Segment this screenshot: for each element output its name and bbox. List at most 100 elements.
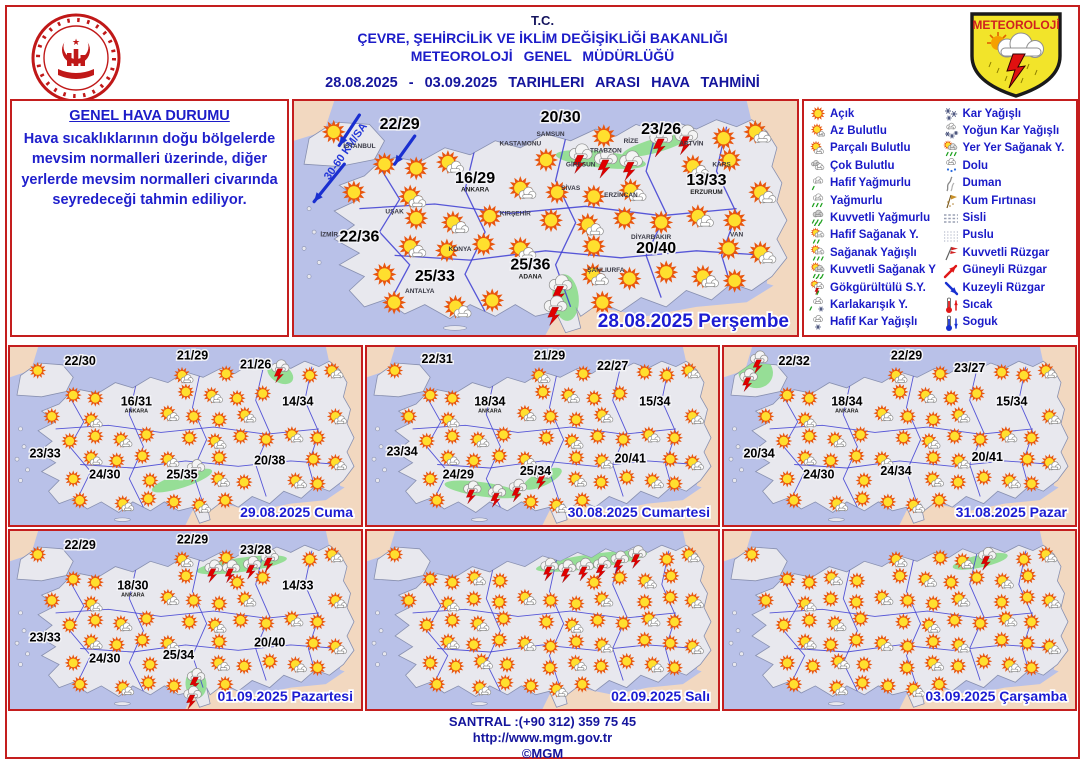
city-label: ANTALYA [405,288,435,295]
sun-icon [1023,429,1040,447]
smoke-icon [942,175,960,192]
thunderstorm-icon [260,548,279,573]
sun-icon [666,613,683,631]
badge-title: METEOROLOJİ [972,17,1059,32]
sun-cloud-icon [159,404,180,422]
sun-cloud-icon [159,450,180,468]
sun-icon [404,206,429,231]
sun-icon [612,206,637,231]
sun-cloud-icon [516,588,537,606]
fog-icon [942,209,960,226]
legend-item: Duman [942,175,1075,192]
sun-icon [618,652,636,670]
sandstorm-icon [942,192,960,209]
sun-cloud-icon [112,430,133,448]
sun-cloud-icon [159,634,180,652]
sun-icon [716,236,741,261]
temp-label: 23/26 [641,121,681,138]
city-label: ŞANLIURFA [587,267,625,274]
sun-cloud-icon [443,294,472,319]
sun-cloud-icon [516,404,537,422]
sun-icon [304,450,322,468]
sun-cloud-icon [516,634,537,652]
temp-label: 24/30 [89,652,120,666]
website-link[interactable]: http://www.mgm.gov.tr [472,729,613,745]
sun-icon [589,427,607,445]
sun-icon [309,429,326,447]
sun-icon [496,674,514,692]
sun-cloud-icon [210,654,230,672]
city-label: RİZE [624,137,639,145]
sun-icon [1019,567,1037,585]
sun-icon [537,429,555,447]
sun-icon [924,449,942,466]
ministry-title: ÇEVRE, ŞEHİRCİLİK VE İKLİM DEĞİŞİKLİĞİ B… [357,30,728,46]
sun-icon [717,148,742,172]
temp-label: 18/30 [117,579,148,593]
sun-icon [138,610,155,628]
sun-cloud-icon [439,595,460,613]
phone-line: SANTRAL :(+90 312) 359 75 45 [448,714,637,729]
city-label: ERZURUM [690,189,723,196]
sun-icon [185,407,203,425]
sun-icon [778,386,796,404]
temp-label: 20/40 [254,636,285,650]
sun-cloud-icon [1040,637,1061,655]
city-label: SİVAS [561,184,581,192]
sun-cloud-icon [398,184,427,209]
sun-icon [71,491,89,509]
forecast-date-range-title: 28.08.2025 - 03.09.2025 TARIHLERI ARASI … [325,75,760,91]
sun-icon [848,572,866,590]
temp-label: 16/29 [455,170,495,187]
sun-cloud-icon [743,119,772,144]
sun-icon [185,591,203,609]
legend-item: Gökgürültülü S.Y. [809,279,942,296]
sun-cloud-icon [643,472,664,489]
sun-icon [778,570,796,588]
city-label: TRABZON [590,147,622,154]
sun-icon [775,432,793,450]
sun-icon [1018,634,1036,652]
south-wind-icon [942,262,960,279]
sun-cloud-icon [887,550,908,568]
sleet-icon [809,296,827,313]
sun-icon [636,631,654,649]
sun-icon [372,262,397,287]
sun-icon [210,633,228,650]
sun-icon [899,637,917,655]
sun-icon [592,657,610,675]
sun-icon [216,675,234,693]
legend-item: Kuvvetli Sağanak Y [809,261,942,281]
legend-item-label: Çok Bulutlu [830,159,895,172]
legend-item-label: Yoğun Kar Yağışlı [962,124,1060,137]
temp-label: 23/27 [954,361,985,375]
sun-icon [64,470,82,488]
sun-icon [898,659,916,677]
sun-icon [891,383,909,401]
sun-icon [228,573,246,591]
thunderstorm-icon [575,557,594,581]
crescent-star-icon: ★ [72,37,80,47]
sun-icon [43,591,61,609]
sun-cloud-rain-icon [809,244,827,261]
sun-cloud-icon [560,386,580,404]
forecast-map-thursday: 30-60 KM/SA İSTANBUL KASTAMONU SAMSUN GİRESU… [292,99,799,337]
forecast-map-friday: 22/30 21/29 21/26 16/31 ANKARA 14/34 23/33 24/3… [8,345,363,527]
temp-label: 22/30 [65,354,96,368]
legend-item: Kuzeyli Rüzgar [942,279,1075,296]
sun-icon [924,411,942,429]
sun-cloud-icon [924,470,944,488]
sun-cloud-icon [82,449,103,466]
temp-label: 24/30 [89,468,120,482]
sun-icon [534,148,558,172]
sun-cloud-icon [917,386,937,404]
sun-icon [993,593,1011,611]
sun-icon [138,426,155,444]
sun-cloud-icon [516,450,537,468]
sun-icon [894,429,912,447]
sun-icon [847,447,865,465]
thunderstorm-icon [271,359,290,383]
sun-icon [386,546,404,563]
sun-icon [386,362,404,379]
sun-icon [542,591,560,609]
